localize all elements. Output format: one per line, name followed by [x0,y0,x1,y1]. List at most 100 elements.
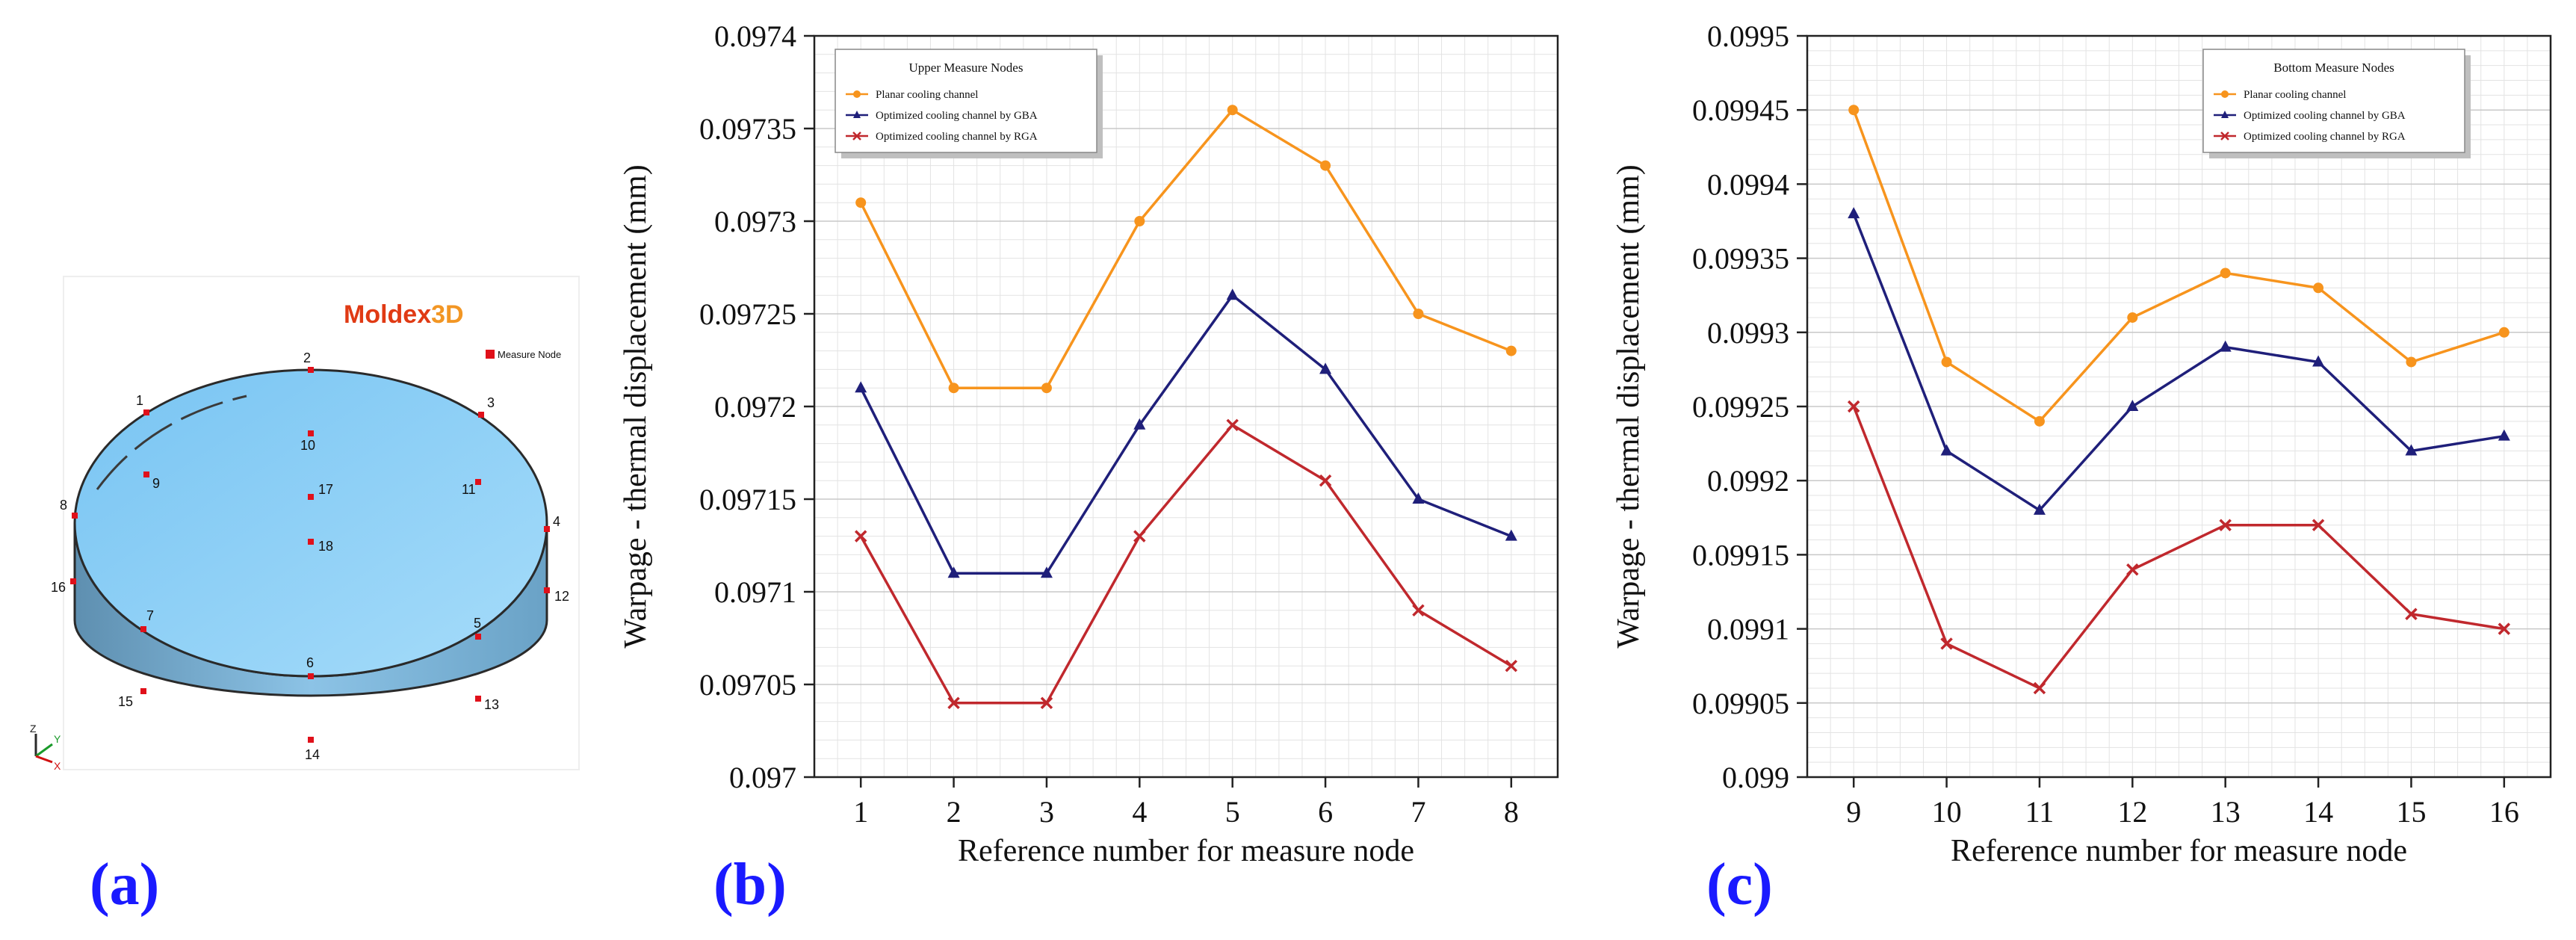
data-point [1133,418,1146,430]
legend-measure-node: Measure Node [498,349,561,360]
measure-node-marker [140,688,146,694]
legend-marker [853,111,861,118]
measure-node-marker [143,471,149,477]
data-point [947,696,960,710]
x-axis-label: Reference number for measure node [958,834,1414,868]
data-point [1226,288,1239,300]
measure-node-label: 6 [306,655,314,670]
measure-node-label: 15 [118,694,133,709]
measure-node-label: 12 [554,589,569,604]
data-point [2033,503,2046,515]
chart-bottom-nodes: 0.099 0.09905 0.0991 0.09915 0.0992 0.09925 0.… [1611,19,2552,918]
data-point [1412,492,1425,504]
data-point [2219,340,2232,352]
legend: Bottom Measure Nodes Planar cooling chann… [2202,49,2471,158]
data-point [2312,519,2325,531]
x-axis-label: Reference number for measure node [1951,834,2407,868]
measure-node-label: 13 [484,697,499,712]
y-tick-label: 0.09705 [699,668,796,702]
y-tick-label: 0.0994 [1707,167,1789,201]
measure-node-label: 11 [462,482,476,497]
measure-node-marker [308,494,314,500]
chart-bottom-panel: 0.099 0.09905 0.0991 0.09915 0.0992 0.09925 0.… [1583,0,2576,940]
x-tick-label: 8 [1504,795,1519,829]
panel-label: (b) [713,852,787,918]
measure-node-marker [475,696,481,702]
x-tick-label: 4 [1132,795,1147,829]
legend-marker [2221,90,2229,98]
measure-node-marker [544,587,550,593]
legend-entry: Optimized cooling channel by GBA [876,110,1038,122]
data-point [1134,216,1145,226]
y-tick-label: 0.0995 [1707,19,1789,53]
measure-node-label: 10 [300,438,315,453]
measure-node-marker [308,673,314,679]
legend-box [835,49,1097,153]
data-point [2313,282,2324,294]
data-point [2034,415,2045,427]
y-tick-label: 0.09725 [699,297,796,331]
measure-node-label: 4 [553,514,560,529]
x-tick-label: 13 [2211,795,2241,829]
data-point [1320,160,1331,171]
y-tick-label: 0.09915 [1692,538,1789,572]
y-tick-label: 0.09935 [1692,242,1789,276]
legend-marker [853,90,861,98]
measure-node-label: 9 [152,476,160,491]
data-point [2033,681,2046,695]
legend-marker [2221,111,2229,118]
brand-logo: Moldex3D [344,300,464,329]
data-point [1040,696,1053,710]
data-point [2405,607,2418,620]
data-point [855,197,867,208]
legend-entry: Planar cooling channel [876,89,978,101]
x-tick-label: 9 [1846,795,1861,829]
x-tick-label: 14 [2303,795,2333,829]
y-tick-label: 0.0993 [1707,316,1789,350]
model-panel: Moldex3D Measure Node 1 2 3 4 5 6 7 8 9 10 11 12 13 1… [0,0,590,940]
data-point [2127,312,2138,323]
measure-node-marker [143,409,149,415]
measure-node-marker [475,634,481,640]
y-tick-label: 0.099 [1722,761,1789,794]
panel-label: (c) [1706,852,1773,918]
x-tick-label: 10 [1932,795,1962,829]
inner-rim [96,395,247,490]
measure-node-marker [70,578,76,584]
data-point [2498,327,2510,338]
data-point [854,530,867,542]
y-tick-label: 0.0973 [714,205,796,238]
legend-marker [2220,132,2229,140]
data-point [2220,268,2231,279]
series-line [1852,109,2505,424]
legend-marker [852,132,861,140]
legend-entry: Optimized cooling channel by RGA [876,131,1038,143]
y-tick-label: 0.0972 [714,390,796,424]
measure-node-label: 8 [60,498,67,513]
data-point [1848,207,1860,219]
x-tick-label: 7 [1411,795,1425,829]
legend: Upper Measure Nodes Planar cooling channe… [835,49,1103,158]
legend-box [2202,49,2465,153]
axis-label-y: Y [54,733,61,745]
data-point [1319,362,1332,374]
legend-swatch [486,350,495,359]
data-point [2312,355,2325,367]
measure-node-marker [544,526,550,532]
y-tick-label: 0.0971 [714,575,796,609]
legend-entry: Planar cooling channel [2244,89,2346,101]
data-point [2126,400,2139,411]
data-point [1505,529,1517,541]
data-point [948,383,959,394]
data-point [1940,637,1953,650]
data-point [1412,604,1425,617]
measure-node-label: 16 [51,580,66,595]
series-line [859,293,1512,575]
y-tick-label: 0.09715 [699,483,796,516]
chart-upper-nodes: 0.097 0.09705 0.0971 0.09715 0.0972 0.09725 0.… [619,19,1559,918]
data-point [1505,345,1517,356]
x-tick-label: 15 [2396,795,2426,829]
data-point [1941,356,1952,368]
data-point [1319,474,1332,487]
